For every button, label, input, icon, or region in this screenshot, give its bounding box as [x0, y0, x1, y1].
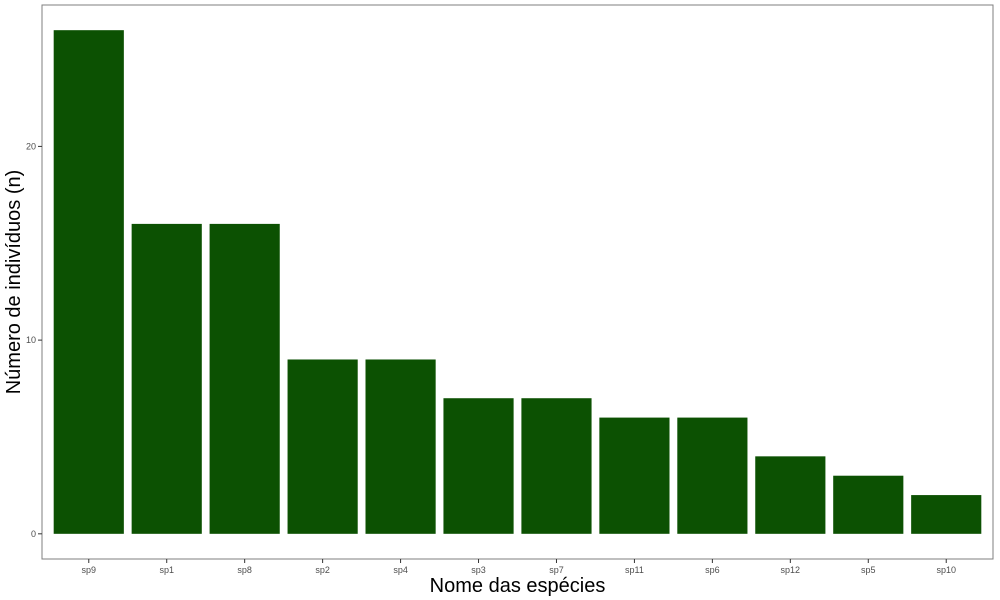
x-tick-label-sp9: sp9 — [82, 565, 97, 575]
y-tick-label: 10 — [26, 335, 36, 345]
bar-sp1 — [131, 223, 202, 534]
x-tick-label-sp6: sp6 — [705, 565, 720, 575]
x-tick-label-sp1: sp1 — [159, 565, 174, 575]
x-tick-label-sp4: sp4 — [393, 565, 408, 575]
y-tick-label: 0 — [31, 529, 36, 539]
x-tick-label-sp2: sp2 — [315, 565, 330, 575]
x-tick-label-sp7: sp7 — [549, 565, 564, 575]
bars-group — [53, 30, 982, 534]
bar-sp5 — [833, 475, 904, 534]
y-tick-label: 20 — [26, 141, 36, 151]
bar-sp3 — [443, 398, 514, 534]
x-tick-label-sp11: sp11 — [625, 565, 644, 575]
x-tick-label-sp10: sp10 — [936, 565, 956, 575]
bar-sp7 — [521, 398, 592, 534]
y-axis-title: Número de indivíduos (n) — [3, 170, 25, 395]
y-axis: 0 10 20 — [26, 141, 42, 539]
panel-border — [41, 4, 994, 560]
bar-sp12 — [755, 456, 826, 534]
bar-sp2 — [287, 359, 358, 534]
bar-sp11 — [599, 417, 670, 534]
bar-sp9 — [53, 30, 124, 534]
bar-sp10 — [911, 495, 982, 534]
x-axis-title: Nome das espécies — [430, 575, 606, 597]
x-tick-label-sp8: sp8 — [237, 565, 252, 575]
x-tick-label-sp12: sp12 — [781, 565, 801, 575]
bar-sp8 — [209, 223, 280, 534]
x-tick-label-sp5: sp5 — [861, 565, 876, 575]
bar-sp6 — [677, 417, 748, 534]
x-tick-label-sp3: sp3 — [471, 565, 486, 575]
bar-sp4 — [365, 359, 436, 534]
x-axis: sp9 sp1 sp8 sp2 sp4 sp3 sp7 sp11 sp6 sp12 sp5 sp10 — [82, 559, 956, 575]
